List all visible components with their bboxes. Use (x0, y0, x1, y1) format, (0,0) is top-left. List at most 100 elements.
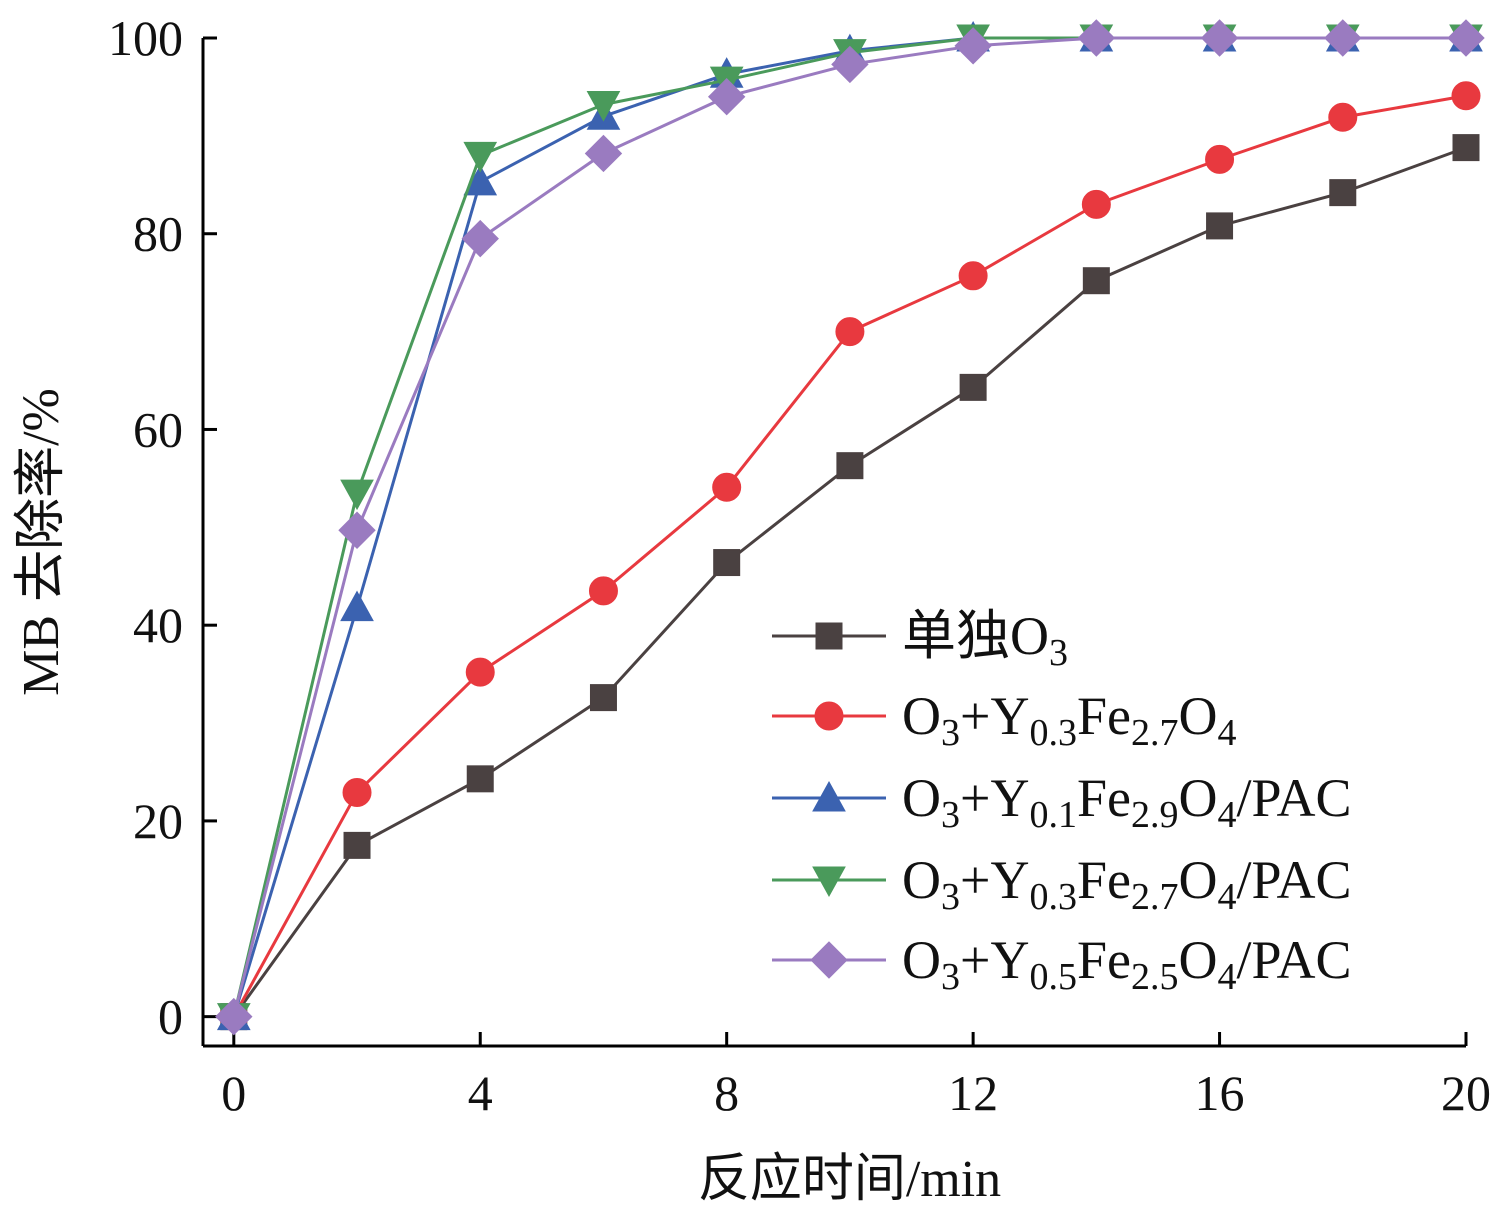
data-point (712, 472, 742, 502)
legend-marker (812, 780, 846, 812)
legend-label-subscript: 0.3 (1029, 712, 1077, 754)
legend-label-subscript: 2.5 (1131, 956, 1179, 998)
legend-label-subscript: 3 (941, 712, 960, 754)
legend-label-subscript: 2.7 (1131, 876, 1179, 918)
legend-label-subscript: 3 (941, 876, 960, 918)
y-axis-title: MB 去除率/% (13, 388, 70, 696)
x-tick-label: 4 (468, 1065, 493, 1121)
legend: 单独O3O3+Y0.3Fe2.7O4O3+Y0.1Fe2.9O4/PACO3+Y… (772, 606, 1352, 998)
legend-label: O3+Y0.3Fe2.7O4/PAC (902, 850, 1352, 918)
legend-entry: O3+Y0.3Fe2.7O4 (772, 686, 1236, 754)
legend-label-part: +Y (960, 686, 1029, 746)
x-tick-label: 20 (1441, 1065, 1491, 1121)
legend-label-part: Fe (1077, 768, 1131, 828)
legend-label: O3+Y0.1Fe2.9O4/PAC (902, 768, 1352, 836)
legend-label: O3+Y0.5Fe2.5O4/PAC (902, 930, 1352, 998)
y-tick-label: 60 (133, 401, 183, 457)
data-point (1206, 212, 1234, 240)
data-point (1081, 189, 1111, 219)
data-point (1452, 134, 1480, 162)
legend-label-subscript: 4 (1217, 956, 1236, 998)
legend-label-part: +Y (960, 850, 1029, 910)
data-point (959, 373, 987, 401)
data-point (1200, 19, 1239, 57)
y-tick-label: 40 (133, 597, 183, 653)
legend-entry: O3+Y0.5Fe2.5O4/PAC (772, 930, 1352, 998)
y-tick-label: 20 (133, 793, 183, 849)
plot-area (215, 19, 1485, 1036)
legend-label-subscript: 2.9 (1131, 794, 1179, 836)
data-point (831, 45, 869, 84)
series-5 (215, 19, 1485, 1036)
series-2 (219, 81, 1481, 1032)
data-point (1328, 102, 1358, 132)
x-tick-label: 12 (948, 1065, 998, 1121)
y-tick-label: 100 (108, 10, 183, 66)
legend-label-part: O (902, 850, 941, 910)
data-point (954, 27, 992, 65)
data-point (588, 576, 618, 606)
legend-label: 单独O3 (902, 606, 1068, 674)
data-point (835, 317, 865, 347)
data-point (215, 997, 253, 1036)
legend-entry: O3+Y0.3Fe2.7O4/PAC (772, 850, 1352, 918)
legend-label-subscript: 3 (1049, 632, 1068, 674)
legend-label-part: O (1178, 930, 1217, 990)
data-point (1329, 179, 1357, 207)
data-point (463, 141, 498, 173)
data-point (1082, 267, 1110, 295)
legend-label-subscript: 3 (941, 794, 960, 836)
legend-label-part: O (1178, 686, 1217, 746)
legend-entry: O3+Y0.1Fe2.9O4/PAC (772, 768, 1352, 836)
data-point (343, 831, 371, 859)
data-point (342, 778, 372, 808)
data-point (1451, 81, 1481, 111)
legend-label-part: /PAC (1236, 768, 1351, 828)
series-1 (220, 134, 1480, 1031)
data-point (836, 452, 864, 480)
legend-label-part: O (1178, 850, 1217, 910)
data-point (338, 511, 376, 549)
data-point (584, 134, 623, 173)
legend-label-part: O (1178, 768, 1217, 828)
x-tick-label: 0 (221, 1065, 246, 1121)
legend-label-part: /PAC (1236, 850, 1351, 910)
y-tick-label: 80 (133, 206, 183, 262)
axes: 0 20 40 60 80 100 0 4 8 12 16 20 反应时间/min MB 去除率/% (13, 10, 1491, 1208)
legend-entry: 单独O3 (772, 606, 1068, 674)
legend-label-part: +Y (960, 768, 1029, 828)
legend-label-subscript: 4 (1217, 712, 1236, 754)
legend-label-part: O (902, 686, 941, 746)
legend-label-part: O (902, 930, 941, 990)
data-point (1077, 19, 1116, 57)
legend-label-part: 单独O (902, 606, 1049, 666)
legend-label-subscript: 0.3 (1029, 876, 1077, 918)
legend-label-subscript: 2.7 (1131, 712, 1179, 754)
legend-label-part: Fe (1077, 930, 1131, 990)
data-point (1205, 144, 1235, 174)
legend-label: O3+Y0.3Fe2.7O4 (902, 686, 1236, 754)
x-tick-label: 8 (714, 1065, 739, 1121)
data-point (461, 219, 499, 258)
legend-label-part: /PAC (1236, 930, 1351, 990)
legend-marker (814, 701, 844, 731)
legend-marker (815, 622, 843, 650)
legend-label-subscript: 4 (1217, 876, 1236, 918)
legend-marker (810, 941, 848, 979)
legend-label-subscript: 0.1 (1029, 794, 1077, 836)
data-point (1324, 19, 1362, 57)
legend-label-part: O (902, 768, 941, 828)
legend-label-part: Fe (1077, 850, 1131, 910)
legend-label-part: Fe (1077, 686, 1131, 746)
x-axis-title: 反应时间/min (698, 1151, 1001, 1208)
data-point (713, 549, 741, 577)
legend-label-subscript: 3 (941, 956, 960, 998)
data-point (707, 78, 746, 116)
data-point (465, 657, 495, 687)
legend-marker (812, 866, 846, 898)
data-point (1447, 19, 1485, 57)
legend-label-subscript: 0.5 (1029, 956, 1077, 998)
data-point (340, 590, 374, 622)
legend-label-part: +Y (960, 930, 1029, 990)
